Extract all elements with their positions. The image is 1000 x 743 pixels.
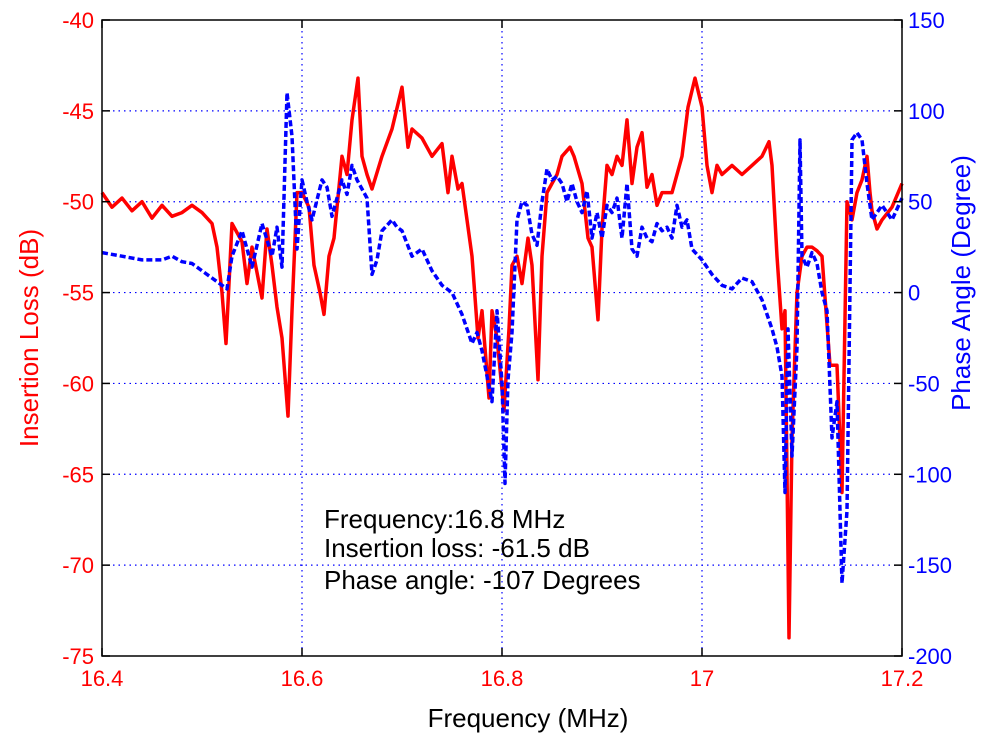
y-right-axis-title: Phase Angle (Degree) — [946, 155, 976, 411]
x-tick-label: 17.2 — [881, 666, 924, 691]
annotation-phase-angle: Phase angle: -107 Degrees — [324, 565, 641, 595]
y-right-tick-label: -50 — [908, 371, 940, 396]
annotation-frequency: Frequency:16.8 MHz — [324, 504, 565, 534]
y-right-tick-label: 150 — [908, 8, 945, 33]
y-right-tick-label: 50 — [908, 190, 932, 215]
y-left-axis-title: Insertion Loss (dB) — [14, 229, 44, 447]
y-left-tick-label: -70 — [62, 553, 94, 578]
y-left-tick-label: -75 — [62, 644, 94, 669]
y-right-tick-label: -200 — [908, 644, 952, 669]
x-tick-label: 17 — [690, 666, 714, 691]
tick-layer: 16.4 16.6 16.8 17 17.2 -40 -45 -50 -55 -60 -65 -70 -… — [62, 8, 952, 691]
y-right-tick-label: 100 — [908, 99, 945, 124]
y-right-tick-label: 0 — [908, 281, 920, 306]
annotation-insertion-loss: Insertion loss: -61.5 dB — [324, 533, 590, 563]
x-tick-label: 16.8 — [481, 666, 524, 691]
x-tick-label: 16.4 — [81, 666, 124, 691]
x-axis-title: Frequency (MHz) — [428, 703, 629, 733]
y-left-tick-label: -45 — [62, 99, 94, 124]
y-left-tick-label: -65 — [62, 462, 94, 487]
y-right-tick-label: -150 — [908, 553, 952, 578]
y-left-tick-label: -50 — [62, 190, 94, 215]
grid-lines — [102, 20, 902, 656]
y-left-tick-label: -55 — [62, 281, 94, 306]
series-line-phase-angle — [101, 90, 904, 586]
x-tick-label: 16.6 — [281, 666, 324, 691]
y-right-tick-label: -100 — [908, 462, 952, 487]
y-left-tick-label: -40 — [62, 8, 94, 33]
y-left-tick-label: -60 — [62, 371, 94, 396]
series-layer — [100, 76, 904, 640]
